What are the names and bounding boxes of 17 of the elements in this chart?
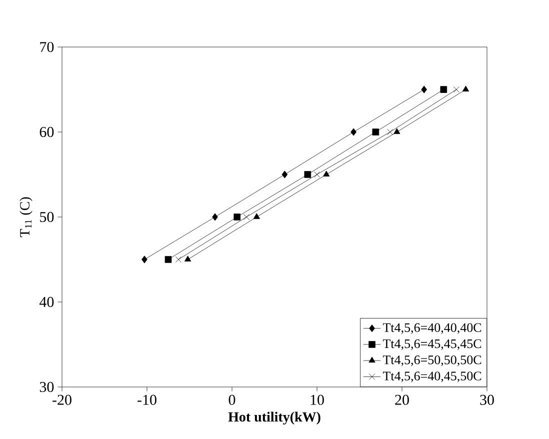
x-tick-label: 10	[310, 394, 324, 405]
x-tick-label: 0	[228, 394, 236, 405]
x-tick-label: 30	[480, 394, 494, 405]
x-tick-label: 20	[395, 394, 409, 405]
y-tick-label: 60	[40, 126, 54, 138]
y-axis-title: T$_{11}$ (C)	[20, 197, 32, 238]
legend-label: Tt4,5,6=40,40,40C	[382, 323, 482, 334]
x-axis-title: Hot utility(kW)	[228, 412, 320, 425]
legend-label: Tt4,5,6=40,45,50C	[382, 372, 482, 382]
legend-label: Tt4,5,6=45,45,45C	[382, 339, 482, 350]
y-tick-label: 50	[40, 212, 54, 222]
legend-label: Tt4,5,6=50,50,50C	[382, 356, 482, 366]
y-tick-label: 30	[40, 382, 54, 392]
x-tick-label: -20	[52, 394, 72, 405]
y-tick-label: 70	[40, 42, 54, 52]
y-tick-label: 40	[40, 296, 54, 308]
x-tick-label: -10	[138, 394, 156, 405]
